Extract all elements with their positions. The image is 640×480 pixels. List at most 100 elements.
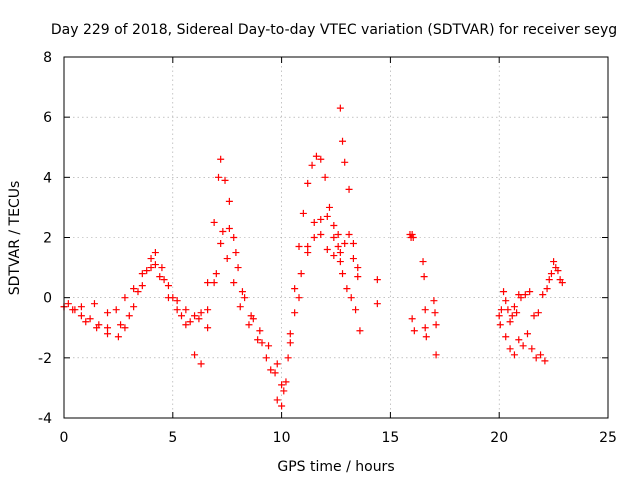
data-point: [232, 249, 240, 257]
data-point: [130, 303, 138, 311]
data-point: [349, 240, 357, 248]
data-point: [284, 354, 292, 362]
data-point: [77, 303, 85, 311]
data-point: [204, 324, 212, 332]
data-point: [321, 173, 329, 181]
series-sdtvar-track-c: [64, 104, 381, 395]
data-point: [521, 291, 529, 299]
data-point: [238, 288, 246, 296]
data-point: [230, 279, 238, 287]
data-point: [554, 267, 562, 275]
data-point: [299, 209, 307, 217]
x-tick-label: 20: [490, 430, 508, 446]
series-sdtvar-track-b: [60, 230, 381, 389]
data-point: [506, 318, 514, 326]
data-point: [354, 264, 362, 272]
data-point: [282, 378, 290, 386]
data-point: [71, 306, 79, 314]
data-point: [223, 255, 231, 263]
data-point: [341, 158, 349, 166]
data-point: [130, 285, 138, 293]
data-point: [210, 279, 218, 287]
data-point: [247, 312, 255, 320]
data-point: [147, 264, 155, 272]
data-point: [169, 294, 177, 302]
y-tick-label: -2: [38, 351, 52, 367]
data-point: [286, 339, 294, 347]
data-point: [191, 351, 199, 359]
data-point: [182, 321, 190, 329]
data-point: [304, 179, 312, 187]
data-point: [373, 300, 381, 308]
data-point: [330, 234, 338, 241]
data-point: [502, 333, 510, 341]
series-sdtvar-isolated-segments: [406, 230, 566, 365]
data-point: [134, 288, 142, 296]
x-tick-label: 10: [273, 430, 291, 446]
data-point: [173, 297, 181, 305]
data-point: [510, 303, 518, 311]
data-point: [420, 273, 428, 281]
data-point: [225, 197, 233, 205]
data-point: [325, 203, 333, 211]
data-point: [341, 240, 349, 248]
data-point: [545, 276, 553, 284]
data-point: [408, 230, 416, 238]
data-point: [164, 282, 172, 290]
data-point: [278, 402, 286, 410]
y-axis-label: SDTVAR / TECUs: [7, 181, 23, 296]
data-point: [550, 258, 558, 266]
data-point: [297, 270, 305, 278]
data-point: [210, 218, 218, 226]
y-tick-label: 0: [43, 291, 52, 307]
data-point: [317, 155, 325, 163]
chart-title: Day 229 of 2018, Sidereal Day-to-day VTE…: [51, 22, 617, 38]
data-point: [138, 270, 146, 278]
data-point: [271, 369, 279, 377]
data-point: [90, 300, 98, 308]
data-point: [349, 255, 357, 263]
data-point: [339, 270, 347, 278]
data-point: [310, 234, 318, 241]
y-tick-label: 6: [43, 110, 52, 126]
data-point: [336, 249, 344, 257]
data-point: [308, 161, 316, 169]
data-point: [295, 294, 303, 302]
data-point: [330, 252, 338, 260]
data-point: [241, 294, 249, 302]
data-point: [121, 324, 129, 332]
data-point: [432, 321, 440, 329]
data-point: [515, 336, 523, 344]
data-point: [245, 321, 253, 329]
data-point: [204, 306, 212, 314]
data-point: [221, 176, 229, 184]
data-point: [204, 279, 212, 287]
data-point: [147, 255, 155, 263]
data-point: [347, 294, 355, 302]
data-point: [430, 297, 438, 305]
data-point: [317, 230, 325, 238]
data-point: [537, 351, 545, 359]
data-point: [286, 330, 294, 338]
data-point: [104, 324, 112, 332]
y-tick-label: 4: [43, 170, 52, 186]
data-point: [345, 230, 353, 238]
data-point: [93, 324, 101, 332]
data-point: [125, 312, 133, 320]
data-point: [117, 321, 125, 329]
data-point: [212, 270, 220, 278]
data-point: [86, 315, 94, 323]
data-point: [138, 282, 146, 290]
data-point: [354, 273, 362, 281]
data-point: [408, 315, 416, 323]
data-point: [312, 152, 320, 160]
y-tick-label: 8: [43, 50, 52, 66]
data-point: [523, 330, 531, 338]
data-point: [513, 309, 521, 317]
data-point: [432, 351, 440, 359]
data-point: [295, 243, 303, 251]
data-point: [517, 294, 525, 302]
data-point: [121, 294, 129, 302]
data-point: [182, 306, 190, 314]
